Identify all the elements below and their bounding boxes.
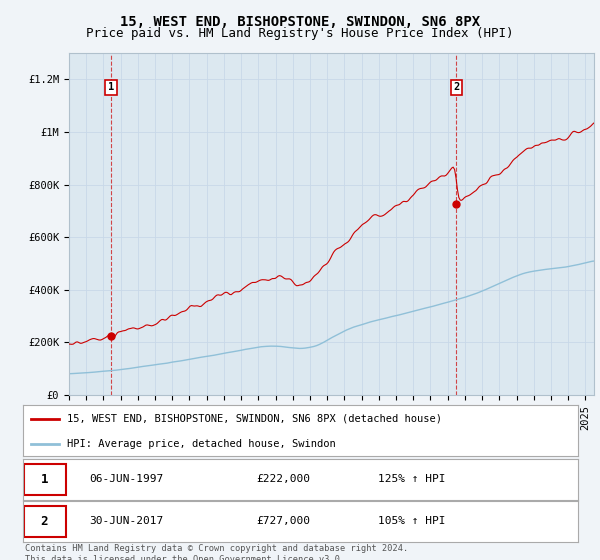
Text: 06-JUN-1997: 06-JUN-1997 [89, 474, 164, 484]
Text: 2: 2 [41, 515, 48, 528]
Text: HPI: Average price, detached house, Swindon: HPI: Average price, detached house, Swin… [67, 438, 336, 449]
Text: 2: 2 [453, 82, 460, 92]
Text: £727,000: £727,000 [256, 516, 310, 526]
Text: 105% ↑ HPI: 105% ↑ HPI [378, 516, 446, 526]
Text: £222,000: £222,000 [256, 474, 310, 484]
Text: 1: 1 [41, 473, 48, 486]
Text: Price paid vs. HM Land Registry's House Price Index (HPI): Price paid vs. HM Land Registry's House … [86, 27, 514, 40]
FancyBboxPatch shape [24, 506, 65, 537]
Text: 1: 1 [108, 82, 114, 92]
Text: 15, WEST END, BISHOPSTONE, SWINDON, SN6 8PX (detached house): 15, WEST END, BISHOPSTONE, SWINDON, SN6 … [67, 414, 442, 424]
Text: 15, WEST END, BISHOPSTONE, SWINDON, SN6 8PX: 15, WEST END, BISHOPSTONE, SWINDON, SN6 … [120, 15, 480, 29]
Text: 125% ↑ HPI: 125% ↑ HPI [378, 474, 446, 484]
Text: Contains HM Land Registry data © Crown copyright and database right 2024.
This d: Contains HM Land Registry data © Crown c… [25, 544, 409, 560]
Text: 30-JUN-2017: 30-JUN-2017 [89, 516, 164, 526]
FancyBboxPatch shape [24, 464, 65, 495]
